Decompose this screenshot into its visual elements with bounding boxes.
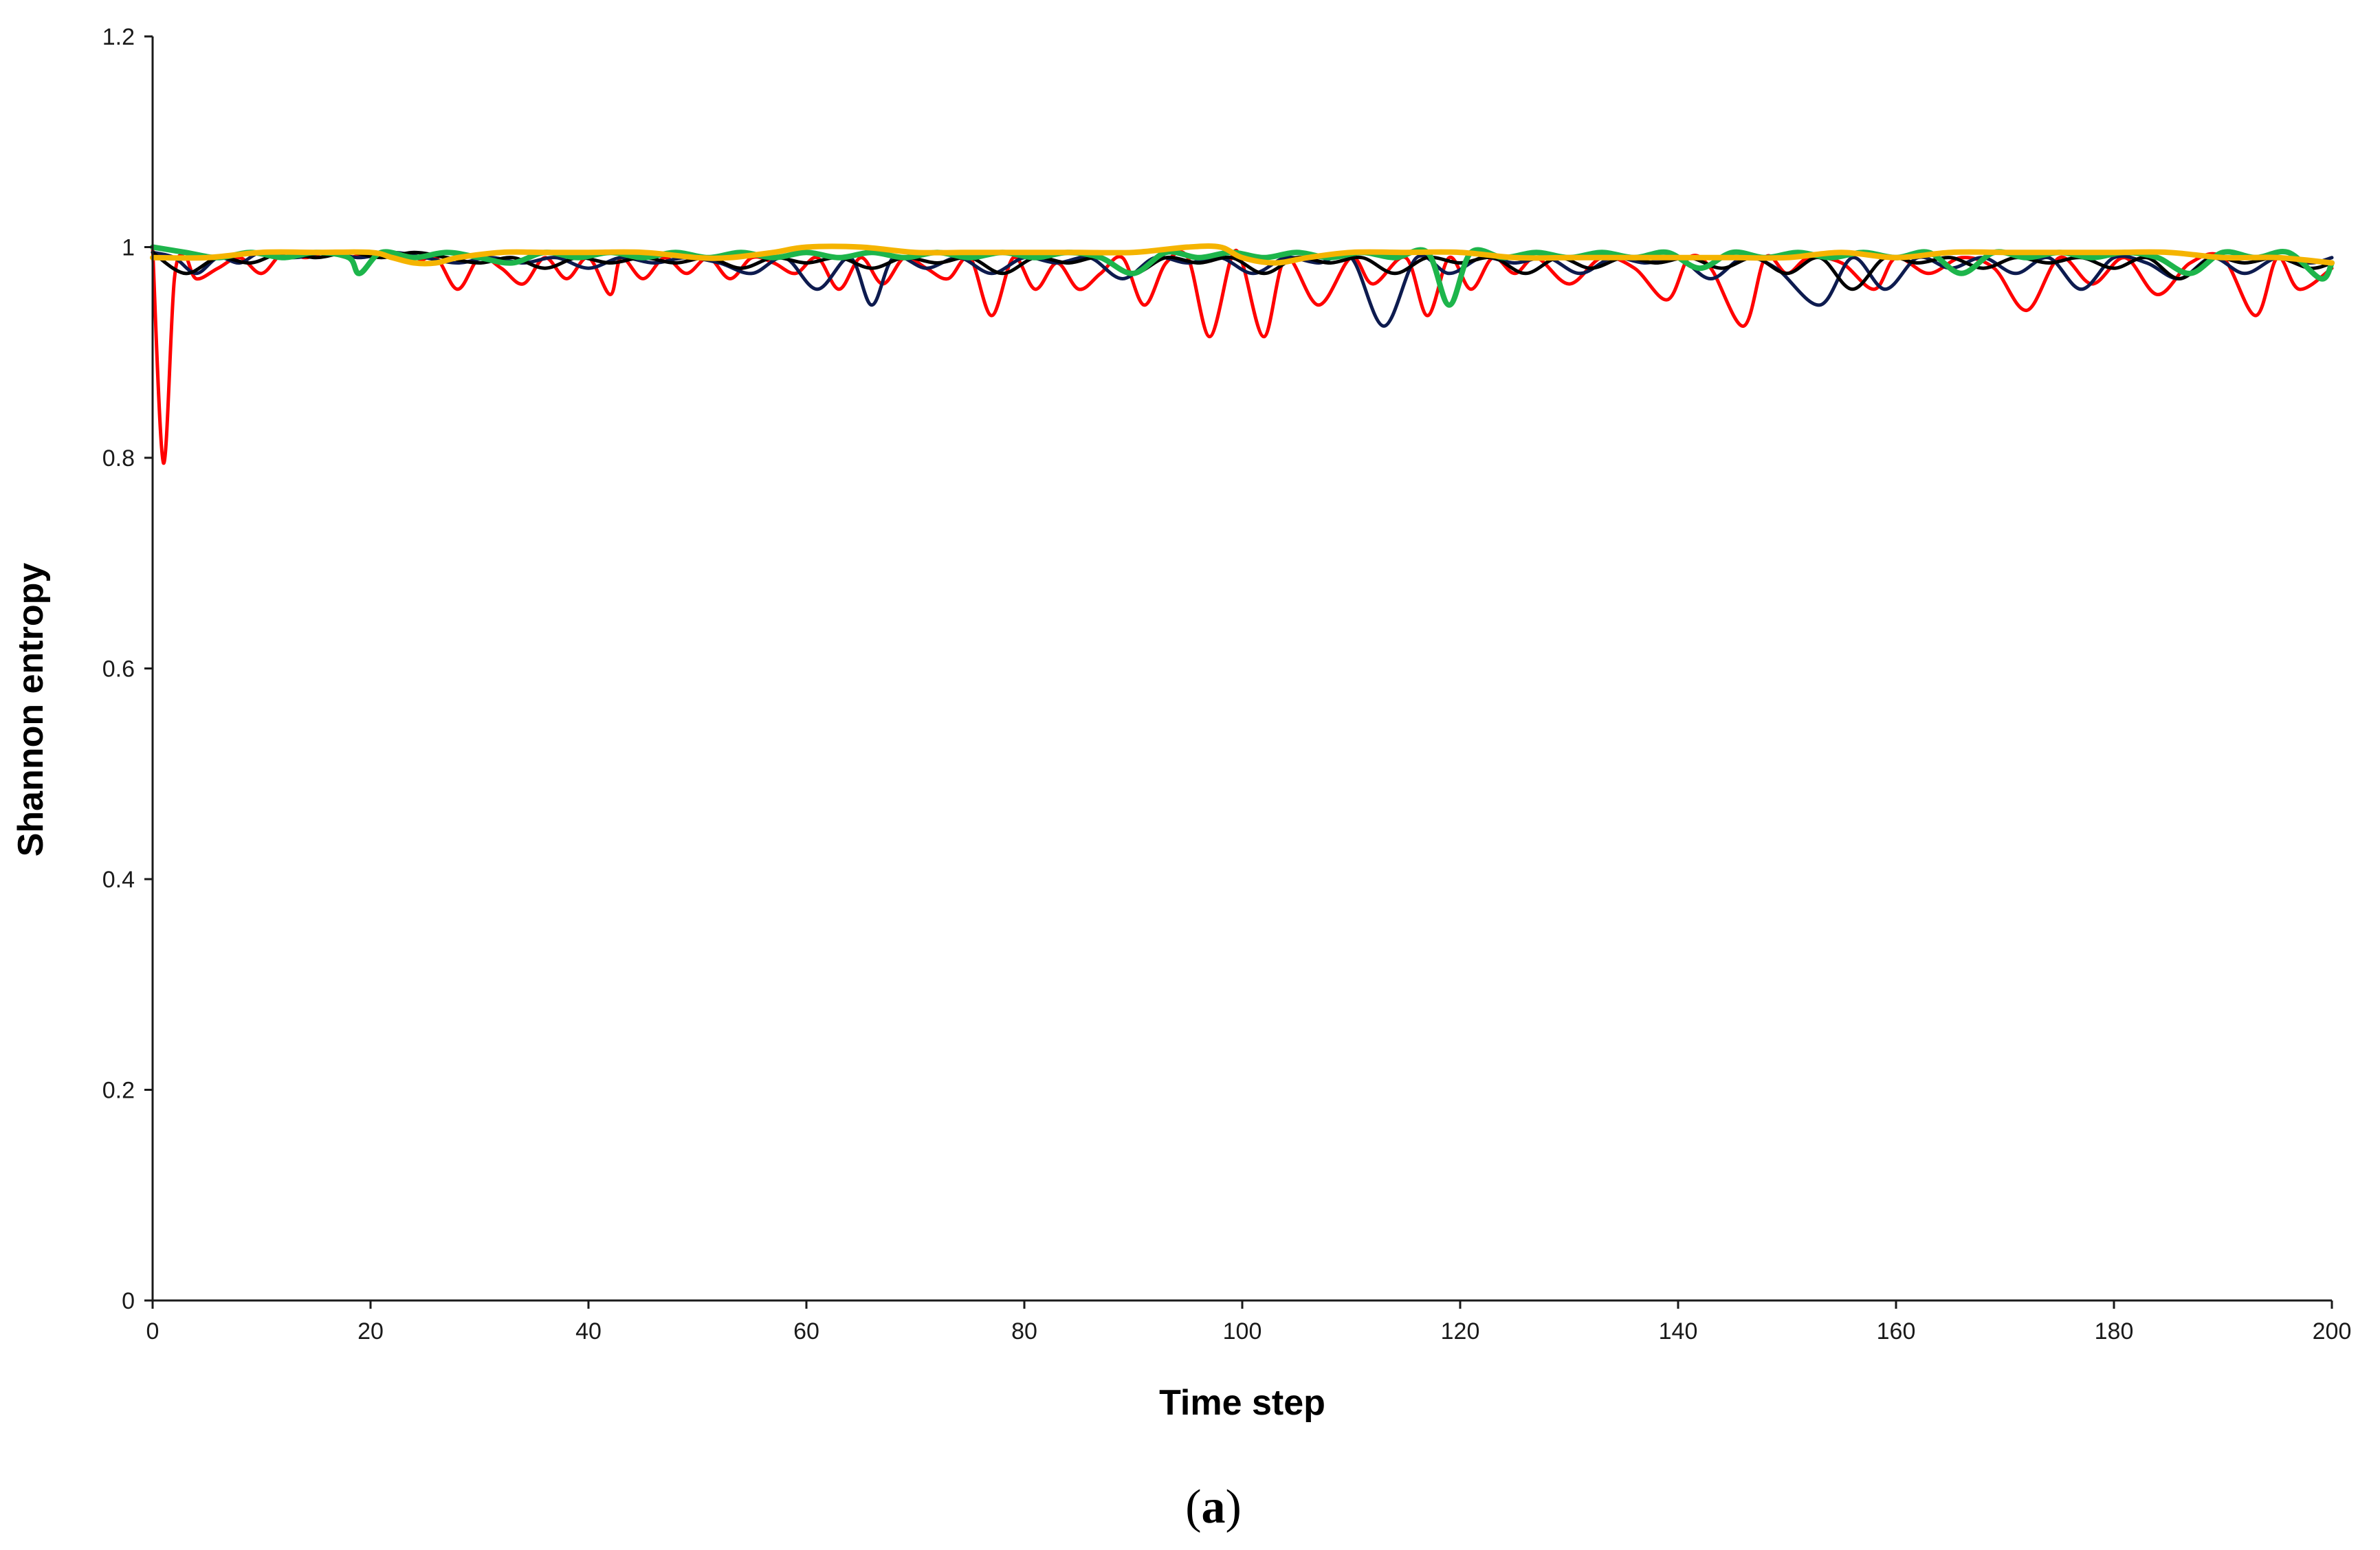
series-line — [151, 250, 2334, 291]
y-tick-label: 0.2 — [102, 1078, 135, 1104]
x-tick-label: 20 — [357, 1318, 384, 1344]
x-tick-label: 140 — [1659, 1318, 1698, 1344]
y-tick-label: 0 — [122, 1288, 135, 1314]
axes-layer — [151, 36, 2332, 1302]
x-tick-label: 100 — [1223, 1318, 1262, 1344]
ticks-layer: 0 0.2 0.4 0.6 0.8 1 1.2 0 20 40 60 80 100 120 140 160 18… — [102, 24, 2352, 1344]
x-tick-label: 120 — [1441, 1318, 1480, 1344]
x-tick-label: 40 — [575, 1318, 602, 1344]
y-axis-title: Shannon entropy — [11, 563, 51, 857]
series-line — [150, 244, 2335, 308]
x-axis-title: Time step — [1159, 1383, 1325, 1423]
x-tick-label: 180 — [2095, 1318, 2134, 1344]
y-tick-label: 1.2 — [102, 24, 135, 50]
panel-label: (a) — [1185, 1481, 1242, 1534]
x-tick-label: 80 — [1011, 1318, 1037, 1344]
y-tick-label: 1 — [122, 235, 135, 261]
x-tick-label: 160 — [1877, 1318, 1916, 1344]
y-tick-label: 0.8 — [102, 445, 135, 472]
x-tick-label: 200 — [2313, 1318, 2352, 1344]
series-line — [150, 243, 2335, 267]
y-tick-label: 0.4 — [102, 867, 135, 893]
x-tick-label: 0 — [146, 1318, 159, 1344]
x-tick-label: 60 — [793, 1318, 819, 1344]
y-tick-label: 0.6 — [102, 656, 135, 683]
series-line — [151, 245, 2334, 465]
series-layer — [150, 243, 2335, 465]
